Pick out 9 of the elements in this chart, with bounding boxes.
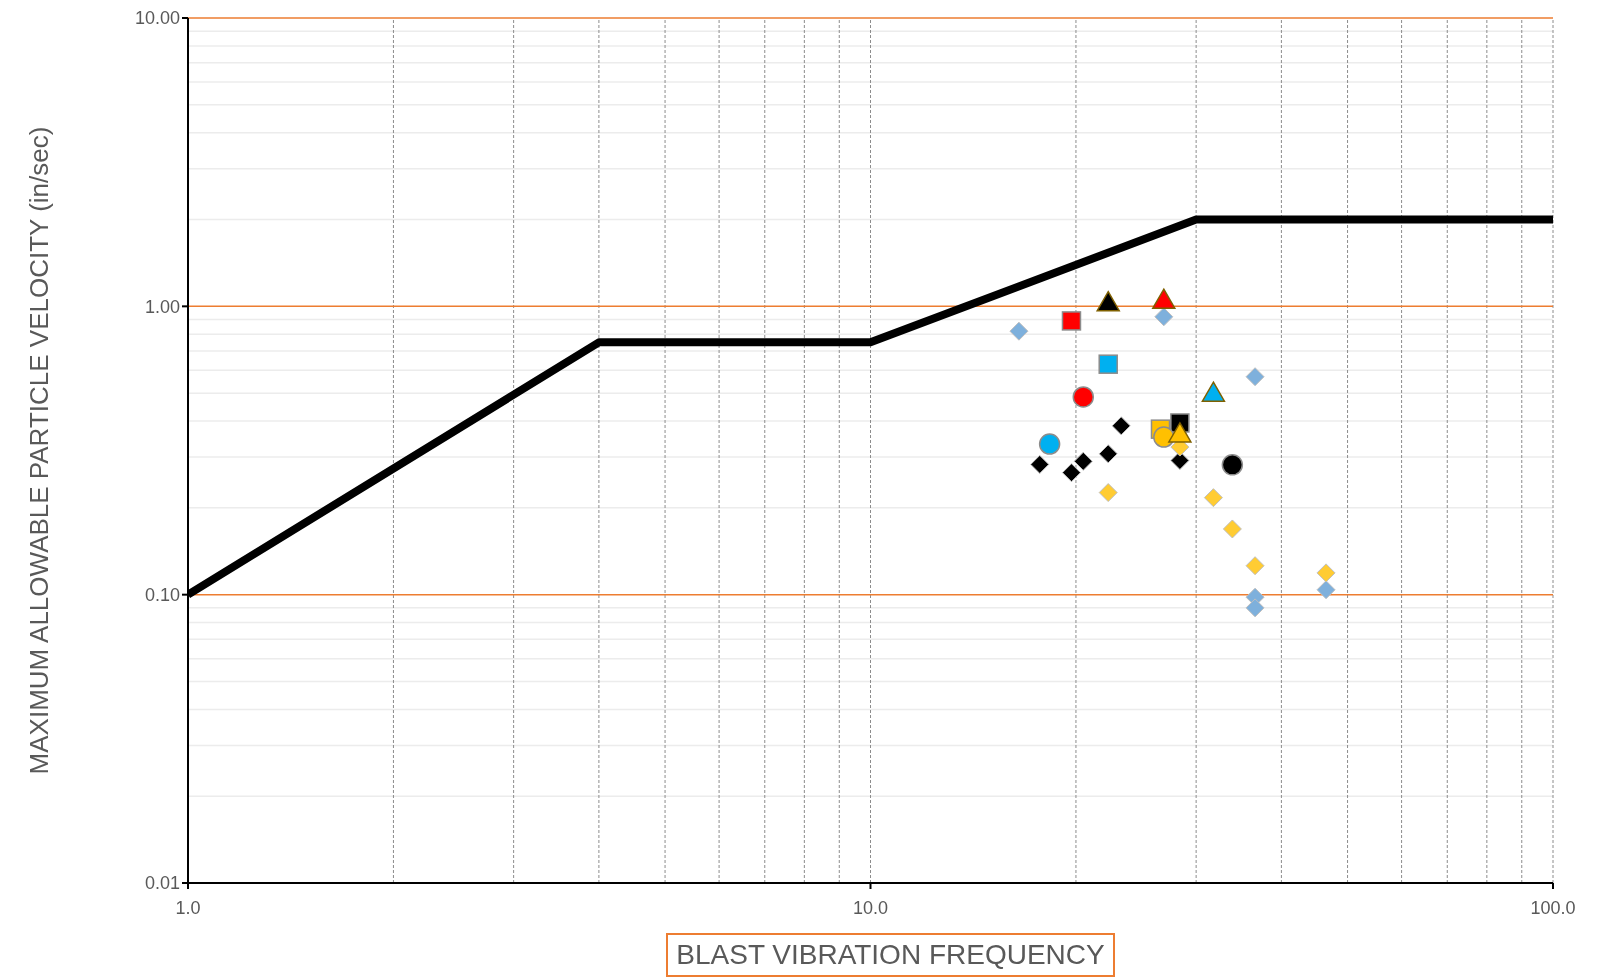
x-tick-label: 1.0 [175,897,201,918]
x-axis-title: BLAST VIBRATION FREQUENCY [666,933,1115,977]
y-tick-label: 10.00 [134,8,180,29]
y-tick-label: 0.10 [144,585,180,606]
x-tick-label: 10.0 [852,897,889,918]
x-tick-label: 100.0 [1530,897,1576,918]
y-tick-label: 0.01 [144,873,180,894]
y-tick-label: 1.00 [144,296,180,317]
y-axis-title: MAXIMUM ALLOWABLE PARTICLE VELOCITY (in/sec) [24,126,54,775]
